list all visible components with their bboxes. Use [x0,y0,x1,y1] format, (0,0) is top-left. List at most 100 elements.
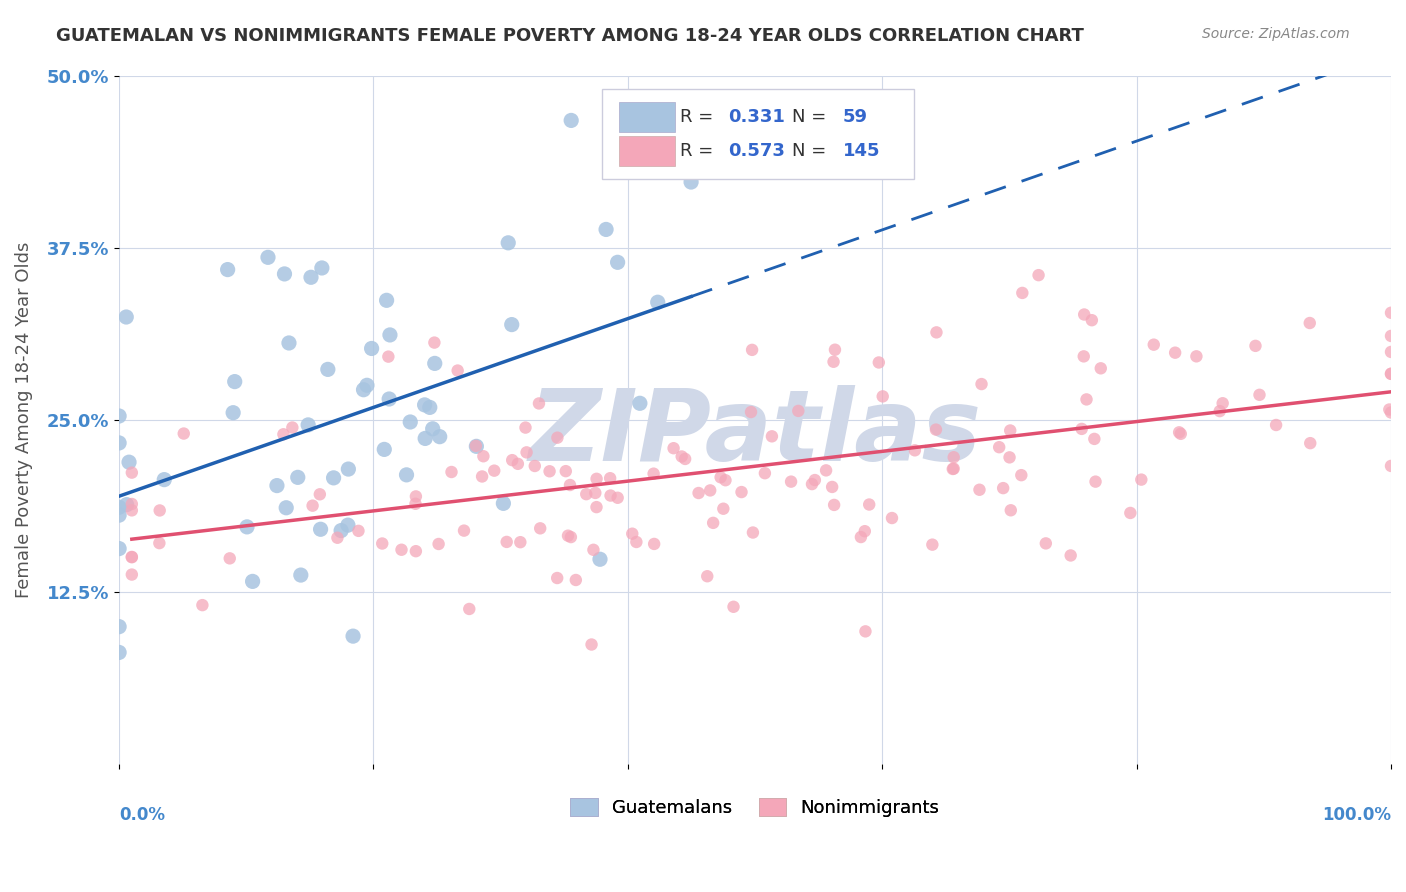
Nonimmigrants [554,464,576,478]
Nonimmigrants [308,487,330,501]
Text: ZIPatlas: ZIPatlas [529,385,981,483]
Nonimmigrants [671,450,693,464]
Guatemalans [595,222,617,236]
Guatemalans [115,498,138,512]
Nonimmigrants [741,343,763,357]
Guatemalans [242,574,264,589]
Nonimmigrants [1265,417,1288,432]
Guatemalans [217,262,239,277]
Nonimmigrants [509,535,531,549]
Nonimmigrants [821,480,844,494]
Guatemalans [108,436,131,450]
Guatemalans [560,113,582,128]
Nonimmigrants [1010,468,1032,483]
Text: 0.0%: 0.0% [120,805,165,823]
Nonimmigrants [1299,436,1322,450]
Guatemalans [501,318,523,332]
Nonimmigrants [560,530,582,544]
Guatemalans [236,520,259,534]
Nonimmigrants [1073,350,1095,364]
Guatemalans [222,406,245,420]
Guatemalans [375,293,398,308]
Nonimmigrants [326,531,349,545]
Guatemalans [378,392,401,406]
Guatemalans [108,500,131,515]
Guatemalans [309,522,332,536]
Nonimmigrants [391,542,413,557]
Nonimmigrants [823,355,845,369]
Nonimmigrants [606,491,628,505]
Guatemalans [360,342,382,356]
Guatemalans [273,267,295,281]
Nonimmigrants [538,464,561,478]
Nonimmigrants [673,452,696,467]
Nonimmigrants [998,450,1021,465]
Guatemalans [413,398,436,412]
Guatemalans [647,295,669,310]
Nonimmigrants [872,389,894,403]
Guatemalans [276,500,298,515]
Guatemalans [336,518,359,533]
Nonimmigrants [585,472,607,486]
Nonimmigrants [1185,349,1208,363]
Guatemalans [399,415,422,429]
Text: 59: 59 [842,108,868,126]
Nonimmigrants [1028,268,1050,282]
Guatemalans [337,462,360,476]
Nonimmigrants [506,457,529,471]
Nonimmigrants [557,529,579,543]
Nonimmigrants [121,497,143,511]
Nonimmigrants [218,551,240,566]
Nonimmigrants [546,431,568,445]
Guatemalans [322,471,344,485]
Guatemalans [378,327,401,342]
Nonimmigrants [1143,337,1166,351]
Nonimmigrants [1379,367,1402,381]
Nonimmigrants [1060,549,1083,563]
Nonimmigrants [121,466,143,480]
Nonimmigrants [621,526,644,541]
Nonimmigrants [970,377,993,392]
Nonimmigrants [1011,285,1033,300]
Guatemalans [108,645,131,659]
Nonimmigrants [121,550,143,565]
Guatemalans [492,496,515,510]
Nonimmigrants [501,453,523,467]
Nonimmigrants [191,598,214,612]
Guatemalans [356,378,378,392]
Nonimmigrants [925,423,948,437]
Guatemalans [395,467,418,482]
Text: 0.573: 0.573 [728,143,785,161]
Guatemalans [299,270,322,285]
Guatemalans [118,455,141,469]
Nonimmigrants [1164,345,1187,359]
Nonimmigrants [1378,402,1400,417]
Nonimmigrants [558,478,581,492]
Nonimmigrants [1070,422,1092,436]
Nonimmigrants [742,525,765,540]
Nonimmigrants [371,536,394,550]
Guatemalans [287,470,309,484]
Text: R =: R = [681,108,718,126]
Nonimmigrants [583,486,606,500]
Guatemalans [628,396,651,410]
Nonimmigrants [710,470,733,484]
Nonimmigrants [1130,473,1153,487]
Legend: Guatemalans, Nonimmigrants: Guatemalans, Nonimmigrants [564,790,946,824]
Nonimmigrants [1212,396,1234,410]
Nonimmigrants [121,549,143,564]
Nonimmigrants [823,498,845,512]
Guatemalans [108,508,131,523]
Nonimmigrants [1170,426,1192,441]
Nonimmigrants [377,350,399,364]
Nonimmigrants [546,571,568,585]
Guatemalans [257,250,280,264]
Nonimmigrants [405,497,427,511]
Nonimmigrants [427,537,450,551]
Nonimmigrants [1379,345,1402,359]
Guatemalans [153,473,176,487]
Nonimmigrants [495,535,517,549]
Nonimmigrants [723,599,745,614]
Nonimmigrants [440,465,463,479]
Nonimmigrants [1379,329,1402,343]
